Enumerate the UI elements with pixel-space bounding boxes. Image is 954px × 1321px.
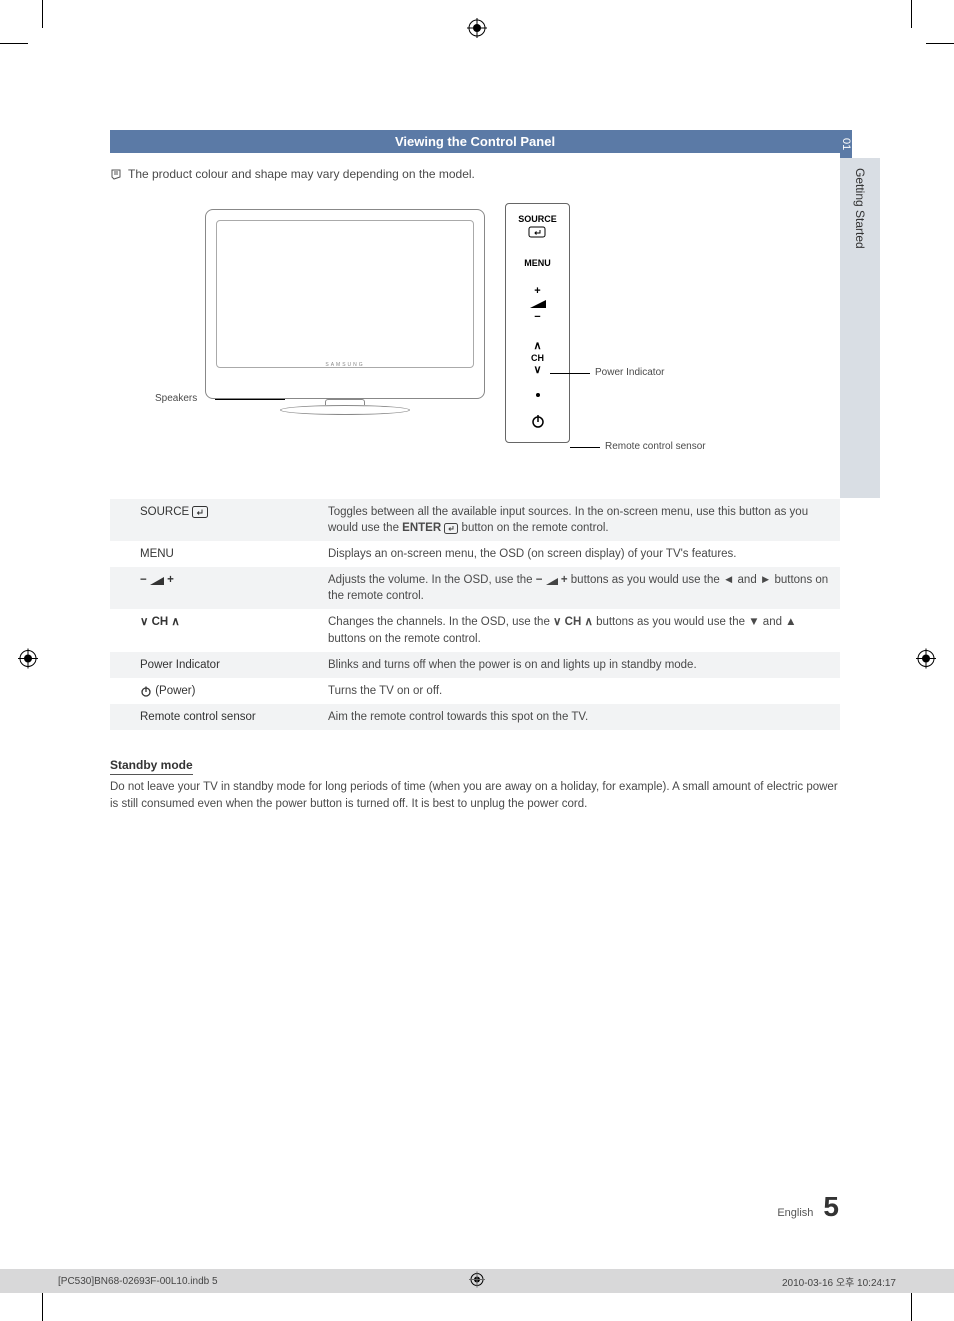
table-label: MENU	[110, 541, 320, 567]
crop-mark-tr-h	[926, 43, 954, 44]
crop-mark-tl-v	[42, 0, 43, 28]
print-left: [PC530]BN68-02693F-00L10.indb 5	[58, 1276, 218, 1287]
crop-mark-tl-h	[0, 43, 28, 44]
callout-line-remote	[570, 447, 600, 448]
panel-volume: + −	[530, 285, 546, 324]
callout-remote-sensor: Remote control sensor	[605, 441, 706, 452]
footer-language: English	[777, 1207, 813, 1219]
tv-screen	[216, 220, 474, 368]
table-desc: Turns the TV on or off.	[320, 678, 840, 704]
page-content: Viewing the Control Panel The product co…	[110, 130, 840, 812]
panel-power-icon	[530, 413, 546, 432]
page-number: 5	[823, 1191, 839, 1223]
note-line: The product colour and shape may vary de…	[110, 167, 840, 181]
table-desc: Aim the remote control towards this spot…	[320, 704, 840, 730]
table-label: − +	[110, 567, 320, 609]
panel-led-dot	[536, 393, 540, 397]
control-panel-diagram: SAMSUNG SOURCE MENU + − ∧ CH ∨	[155, 199, 795, 479]
side-tab: 01 Getting Started	[840, 130, 880, 498]
table-desc: Displays an on-screen menu, the OSD (on …	[320, 541, 840, 567]
callout-speakers: Speakers	[155, 393, 197, 404]
table-desc: Adjusts the volume. In the OSD, use the …	[320, 567, 840, 609]
tv-stand-base	[280, 405, 410, 415]
standby-heading: Standby mode	[110, 758, 193, 775]
table-row: (Power)Turns the TV on or off.	[110, 678, 840, 704]
table-row: − +Adjusts the volume. In the OSD, use t…	[110, 567, 840, 609]
table-row: ∨ CH ∧Changes the channels. In the OSD, …	[110, 609, 840, 651]
side-panel: SOURCE MENU + − ∧ CH ∨	[505, 203, 570, 443]
table-label: Power Indicator	[110, 652, 320, 678]
table-desc: Blinks and turns off when the power is o…	[320, 652, 840, 678]
crop-mark-br-v	[911, 1293, 912, 1321]
section-title: Viewing the Control Panel	[110, 130, 840, 153]
table-label: ∨ CH ∧	[110, 609, 320, 651]
table-row: MENUDisplays an on-screen menu, the OSD …	[110, 541, 840, 567]
print-right: 2010-03-16 오후 10:24:17	[782, 1274, 896, 1289]
crop-mark-bl-v	[42, 1293, 43, 1321]
tv-frame: SAMSUNG	[205, 209, 485, 399]
standby-body: Do not leave your TV in standby mode for…	[110, 779, 840, 812]
table-desc: Changes the channels. In the OSD, use th…	[320, 609, 840, 651]
note-text: The product colour and shape may vary de…	[128, 167, 475, 181]
note-icon	[110, 167, 124, 181]
table-label: Remote control sensor	[110, 704, 320, 730]
tv-logo: SAMSUNG	[325, 362, 364, 368]
table-row: SOURCE Toggles between all the available…	[110, 499, 840, 541]
table-row: Remote control sensorAim the remote cont…	[110, 704, 840, 730]
panel-menu: MENU	[524, 258, 551, 269]
footer-right: English 5	[777, 1191, 839, 1223]
table-row: Power IndicatorBlinks and turns off when…	[110, 652, 840, 678]
table-label: (Power)	[110, 678, 320, 704]
panel-source: SOURCE	[518, 214, 557, 242]
print-bar: [PC530]BN68-02693F-00L10.indb 5 2010-03-…	[0, 1269, 954, 1293]
callout-line-speakers	[215, 399, 285, 400]
reg-mark-right	[916, 648, 936, 673]
reg-mark-top	[467, 18, 487, 43]
crop-mark-tr-v	[911, 0, 912, 28]
side-tab-label: Getting Started	[853, 168, 867, 249]
side-tab-number: 01	[840, 130, 852, 158]
control-table: SOURCE Toggles between all the available…	[110, 499, 840, 730]
print-reg-icon	[469, 1272, 485, 1291]
panel-channel: ∧ CH ∨	[531, 340, 544, 377]
side-tab-label-wrap: Getting Started	[840, 158, 880, 498]
callout-line-power-ind	[550, 373, 590, 374]
table-desc: Toggles between all the available input …	[320, 499, 840, 541]
callout-power-indicator: Power Indicator	[595, 367, 664, 378]
table-label: SOURCE	[110, 499, 320, 541]
reg-mark-left	[18, 648, 38, 673]
